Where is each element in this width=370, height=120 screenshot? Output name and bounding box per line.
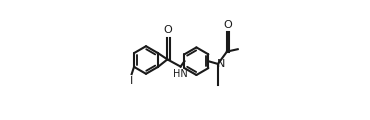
Text: I: I bbox=[130, 77, 133, 87]
Text: N: N bbox=[217, 59, 226, 69]
Text: HN: HN bbox=[173, 69, 187, 79]
Text: O: O bbox=[223, 20, 232, 30]
Text: O: O bbox=[163, 25, 172, 35]
